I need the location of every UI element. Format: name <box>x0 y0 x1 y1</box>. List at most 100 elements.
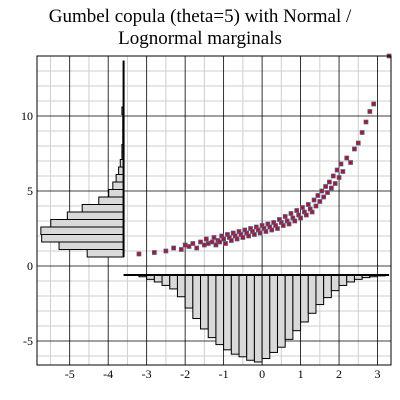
scatter-point <box>317 199 323 204</box>
scatter-point <box>252 232 257 237</box>
x-histogram-bar <box>238 274 248 358</box>
scatter-point <box>246 233 251 239</box>
scatter-point <box>257 230 263 236</box>
y-histogram-bar <box>66 211 125 220</box>
x-tick-label: -3 <box>142 367 152 381</box>
scatter-point <box>309 209 315 215</box>
chart-title-line-2: Lognormal marginals <box>118 28 282 49</box>
scatter-point <box>315 193 321 198</box>
scatter-point <box>319 188 325 194</box>
scatter-point <box>209 239 215 245</box>
scatter-point <box>152 250 157 255</box>
x-histogram-bar <box>300 274 309 323</box>
x-tick-label: 2 <box>336 367 342 381</box>
scatter-point <box>298 215 303 221</box>
x-histogram-bar <box>253 274 263 363</box>
scatter-point <box>205 241 211 246</box>
scatter-point <box>198 239 203 245</box>
y-histogram-bar <box>58 241 125 250</box>
x-histogram-bar <box>315 274 325 306</box>
x-histogram-bar <box>276 274 286 348</box>
x-tick-label: 3 <box>375 367 381 381</box>
scatter-point <box>213 242 219 248</box>
y-tick-labels: -5 0 5 10 <box>21 109 33 348</box>
y-histogram-bar <box>41 234 125 243</box>
scatter-point <box>300 205 305 210</box>
x-histogram-bar <box>169 274 178 290</box>
scatter-point <box>329 185 334 191</box>
scatter-point <box>311 197 317 203</box>
scatter-point <box>286 221 292 227</box>
scatter-point <box>203 236 209 242</box>
scatter-point <box>288 211 294 216</box>
y-histogram-bar <box>50 219 125 228</box>
x-histogram-bar <box>284 274 294 340</box>
scatter-point <box>221 236 226 242</box>
scatter-point <box>275 226 280 231</box>
x-tick-label: -5 <box>65 367 75 381</box>
x-histogram-bar <box>215 274 225 346</box>
chart-title-line-1: Gumbel copula (theta=5) with Normal / <box>48 6 352 27</box>
scatter-point <box>292 218 298 224</box>
scatter-point <box>282 214 288 219</box>
x-histogram-bar <box>161 274 171 286</box>
scatter-point <box>294 208 300 213</box>
scatter-point <box>334 167 340 173</box>
scatter-point <box>240 235 246 240</box>
scatter-point <box>325 190 330 195</box>
y-tick-label: -5 <box>23 334 33 348</box>
x-histogram-bar <box>269 274 278 353</box>
chart-title: Gumbel copula (theta=5) with Normal / Lo… <box>0 6 400 50</box>
scatter-point <box>202 242 207 248</box>
scatter-point <box>327 179 332 185</box>
y-histogram-bar <box>98 196 125 205</box>
y-tick-label: 5 <box>27 184 33 198</box>
x-histogram-bar <box>338 274 348 286</box>
x-histogram-bar <box>261 274 271 360</box>
scatter-point <box>323 184 328 189</box>
scatter-point <box>228 238 234 243</box>
y-histogram-bar <box>81 204 125 213</box>
x-tick-label: -2 <box>180 367 190 381</box>
scatter-point <box>182 242 188 248</box>
scatter-point <box>223 241 228 246</box>
scatter-point <box>269 227 275 233</box>
major-gridlines <box>37 56 391 365</box>
y-tick-label: 0 <box>27 259 33 273</box>
scatter-point <box>348 160 353 165</box>
scatter-point <box>303 212 309 218</box>
scatter-point <box>330 173 336 179</box>
y-histogram-bar <box>112 181 125 190</box>
scatter-point <box>263 229 269 234</box>
x-histogram-bar <box>192 274 202 319</box>
scatter-point <box>194 245 200 251</box>
y-marginal-histogram <box>40 60 125 258</box>
y-tick-label: 10 <box>21 109 33 123</box>
scatter-point <box>344 155 350 161</box>
scatter-point <box>280 223 286 228</box>
scatter-point <box>178 247 184 252</box>
x-histogram-bar <box>346 274 355 283</box>
x-tick-label: -1 <box>219 367 229 381</box>
plot-frame <box>36 55 392 366</box>
x-tick-label: -4 <box>103 367 113 381</box>
scatter-point <box>332 181 338 186</box>
x-histogram-bar <box>307 274 317 314</box>
scatter-point <box>136 251 142 257</box>
x-histogram-bar <box>330 274 340 292</box>
scatter-point <box>211 235 217 240</box>
x-histogram-bar <box>230 274 240 355</box>
scatter-point <box>186 244 192 249</box>
scatter-point <box>171 245 176 251</box>
scatter-point <box>363 119 369 125</box>
x-histogram-bar <box>184 274 194 309</box>
scatter-point <box>217 239 223 245</box>
x-marginal-histogram <box>123 274 390 363</box>
x-histogram-bar <box>323 274 332 299</box>
x-histogram-bar <box>176 274 186 298</box>
x-histogram-bar <box>207 274 217 339</box>
x-histogram-bar <box>200 274 209 330</box>
scatter-point <box>163 248 169 254</box>
scatter-point <box>355 140 361 146</box>
y-histogram-bar <box>40 226 125 235</box>
